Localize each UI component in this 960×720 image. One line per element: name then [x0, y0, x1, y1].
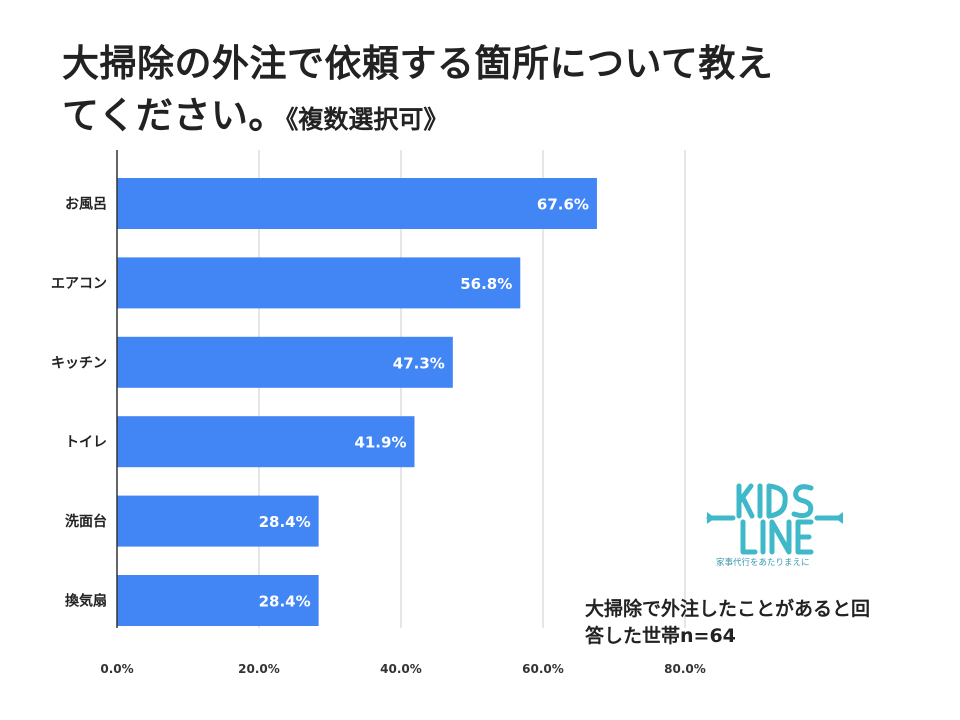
bar: [117, 178, 597, 229]
category-label: キッチン: [51, 355, 107, 371]
x-tick-label: 40.0%: [380, 662, 422, 676]
kidsline-logo: [706, 483, 843, 555]
category-label: トイレ: [65, 435, 107, 451]
bar: [117, 575, 319, 626]
data-label: 28.4%: [259, 593, 311, 611]
bar: [117, 495, 319, 547]
data-label: 56.8%: [460, 275, 512, 293]
category-label: 換気扇: [65, 593, 107, 610]
data-label: 67.6%: [537, 196, 589, 214]
bar: [117, 257, 521, 309]
x-tick-label: 60.0%: [522, 662, 564, 676]
data-labels: 67.6% 56.8% 47.3% 41.9% 28.4% 28.4%: [259, 196, 589, 611]
gridlines: [258, 150, 686, 628]
chart-title: 大掃除の外注で依頼する箇所について教え てください。《複数選択可》: [62, 38, 862, 146]
note-line-2: 答した世帯n=64: [585, 625, 736, 647]
title-line-1: 大掃除の外注で依頼する箇所について教え: [62, 42, 774, 85]
title-line-2-text: てください。: [62, 94, 286, 137]
title-line-2: てください。《複数選択可》: [62, 90, 862, 146]
x-tick-labels: 0.0% 20.0% 40.0% 60.0% 80.0%: [100, 662, 705, 676]
data-label: 47.3%: [393, 354, 445, 372]
x-tick-label: 80.0%: [664, 662, 706, 676]
data-label: 41.9%: [354, 434, 406, 452]
logo-tagline: 家事代行をあたりまえに: [716, 558, 810, 568]
x-tick-label: 0.0%: [100, 662, 133, 676]
bar: [117, 416, 415, 468]
bars: [117, 178, 597, 626]
x-tick-label: 20.0%: [238, 662, 280, 676]
title-suffix: 《複数選択可》: [285, 105, 449, 134]
category-label: エアコン: [51, 276, 107, 292]
category-label: お風呂: [65, 197, 107, 213]
note-line-1: 大掃除で外注したことがあると回: [585, 598, 871, 620]
category-label: 洗面台: [65, 513, 107, 530]
data-label: 28.4%: [259, 513, 311, 531]
bar: [117, 336, 453, 388]
sample-note: 大掃除で外注したことがあると回 答した世帯n=64: [585, 596, 935, 650]
